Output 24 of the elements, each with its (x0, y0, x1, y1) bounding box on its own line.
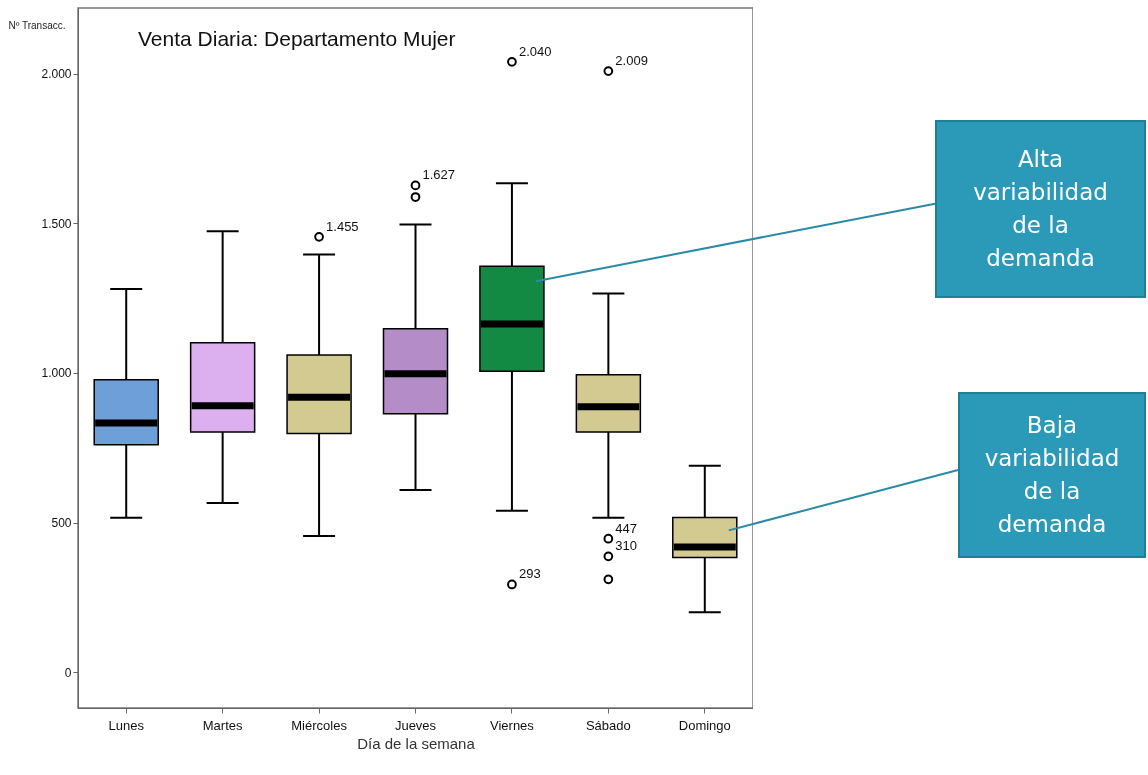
y-tick-label: 1.500 (41, 216, 72, 231)
x-tick-label: Miércoles (291, 717, 348, 733)
x-tick-label: Viernes (490, 717, 535, 733)
y-tick-label: 0 (64, 665, 72, 680)
annotation: 447 (615, 520, 638, 536)
x-axis-title: Día de la semana (357, 734, 476, 752)
text: Alta variabilidad de la demanda (972, 145, 1109, 273)
text: Venta Diaria: Departamento Mujer (138, 27, 456, 50)
y-tick-label: 500 (51, 516, 72, 531)
annotation: 2.009 (615, 53, 648, 69)
annotation: 2.040 (518, 43, 552, 59)
annotation: 293 (518, 566, 541, 582)
y-tick-label: 1.000 (41, 366, 72, 381)
x-tick-label: Martes (202, 717, 244, 733)
annotation: 310 (615, 538, 638, 554)
annotation: 1.455 (326, 218, 359, 234)
x-tick-label: Lunes (108, 717, 145, 733)
x-tick-label: Sábado (585, 717, 631, 733)
y-axis-title: Nº Transacc. (8, 19, 66, 31)
x-tick-label: Domingo (678, 717, 731, 733)
annotation: 1.627 (422, 167, 456, 183)
text: Baja variabilidad de la demanda (983, 411, 1121, 539)
y-tick-label: 2.000 (41, 67, 72, 82)
x-tick-label: Jueves (394, 717, 437, 733)
